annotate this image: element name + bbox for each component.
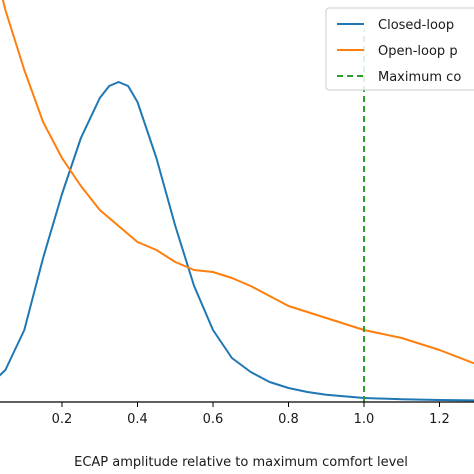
x-tick-label: 1.2 <box>429 412 450 427</box>
x-tick-label: 0.8 <box>278 412 299 427</box>
x-axis-ticks: 0.2 0.4 0.6 0.8 1.0 1.2 <box>52 402 450 427</box>
legend-label: Open-loop p <box>378 44 458 59</box>
legend: Closed-loop Open-loop p Maximum co <box>325 7 474 91</box>
legend-label: Closed-loop <box>378 18 454 33</box>
x-tick-label: 0.2 <box>52 412 73 427</box>
x-axis-label: ECAP amplitude relative to maximum comfo… <box>74 455 408 470</box>
series-line-1 <box>0 81 474 402</box>
x-tick-label: 0.4 <box>127 412 148 427</box>
plot-area <box>0 0 474 402</box>
x-tick-label: 1.0 <box>354 412 375 427</box>
x-tick-label: 0.6 <box>203 412 224 427</box>
legend-label: Maximum co <box>378 70 461 85</box>
legend-box <box>325 7 474 91</box>
series-line-2 <box>1 0 474 365</box>
